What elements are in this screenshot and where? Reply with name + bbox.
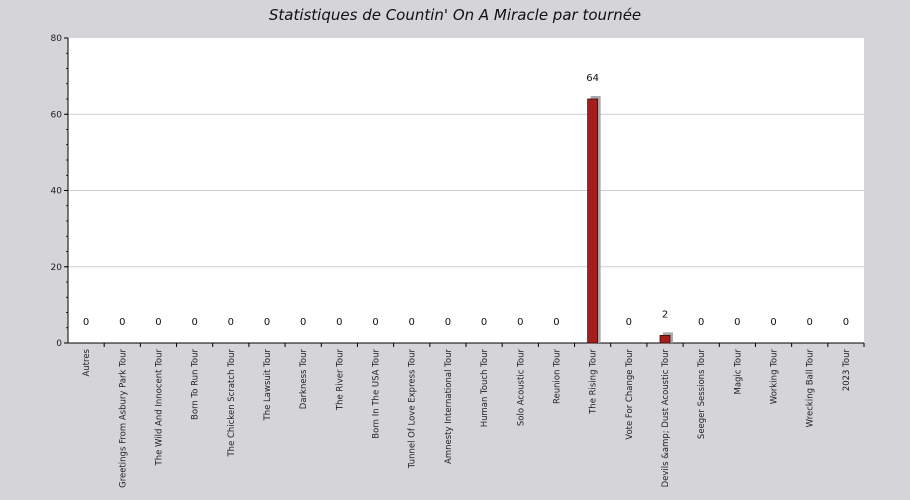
data-label: 0: [734, 317, 740, 328]
data-label: 2: [662, 309, 668, 320]
x-category-label: The Wild And Innocent Tour: [154, 349, 164, 467]
data-label: 0: [445, 317, 451, 328]
data-label: 0: [336, 317, 342, 328]
x-category-label: The River Tour: [335, 349, 345, 412]
x-category-label: The Rising Tour: [589, 349, 599, 415]
y-tick-label: 60: [51, 110, 63, 120]
y-tick-label: 80: [51, 34, 63, 44]
x-category-label: Amnesty International Tour: [444, 349, 454, 464]
data-label: 0: [770, 317, 776, 328]
data-label: 0: [83, 317, 89, 328]
data-label: 0: [228, 317, 234, 328]
x-category-label: Darkness Tour: [299, 349, 309, 410]
data-label: 0: [155, 317, 161, 328]
y-tick-label: 20: [51, 263, 63, 273]
x-category-label: Wrecking Ball Tour: [806, 349, 816, 428]
data-label: 0: [843, 317, 849, 328]
data-label: 0: [409, 317, 415, 328]
data-label: 0: [626, 317, 632, 328]
data-label: 0: [372, 317, 378, 328]
data-label: 0: [698, 317, 704, 328]
data-label: 0: [481, 317, 487, 328]
bar: [587, 98, 599, 344]
x-category-label: Human Touch Tour: [480, 349, 490, 428]
x-category-label: 2023 Tour: [842, 349, 852, 392]
x-category-label: Devils &amp; Dust Acoustic Tour: [661, 348, 671, 487]
chart-title: Statistiques de Countin' On A Miracle pa…: [268, 6, 642, 24]
x-category-label: Tunnel Of Love Express Tour: [408, 349, 418, 470]
data-label: 0: [807, 317, 813, 328]
bar: [659, 334, 671, 344]
data-label: 64: [586, 73, 599, 84]
data-label: 0: [264, 317, 270, 328]
x-category-label: Born In The USA Tour: [372, 349, 382, 439]
x-category-label: Greetings From Asbury Park Tour: [118, 349, 128, 488]
y-tick-label: 40: [51, 187, 63, 197]
y-tick-label: 0: [56, 339, 62, 349]
x-category-label: Magic Tour: [733, 349, 743, 395]
x-category-label: Solo Acoustic Tour: [516, 349, 526, 427]
data-label: 0: [119, 317, 125, 328]
x-category-label: Reunion Tour: [552, 349, 562, 405]
x-category-label: The Chicken Scratch Tour: [227, 349, 237, 458]
x-category-label: Born To Run Tour: [191, 349, 201, 420]
data-label: 0: [300, 317, 306, 328]
x-category-label: Working Tour: [770, 348, 780, 404]
x-category-label: Vote For Change Tour: [625, 349, 635, 440]
x-category-label: The Lawsuit Tour: [263, 348, 273, 421]
data-label: 0: [191, 317, 197, 328]
data-label: 0: [517, 317, 523, 328]
data-label: 0: [553, 317, 559, 328]
x-category-label: Seeger Sessions Tour: [697, 349, 707, 440]
x-category-label: Autres: [82, 348, 92, 376]
